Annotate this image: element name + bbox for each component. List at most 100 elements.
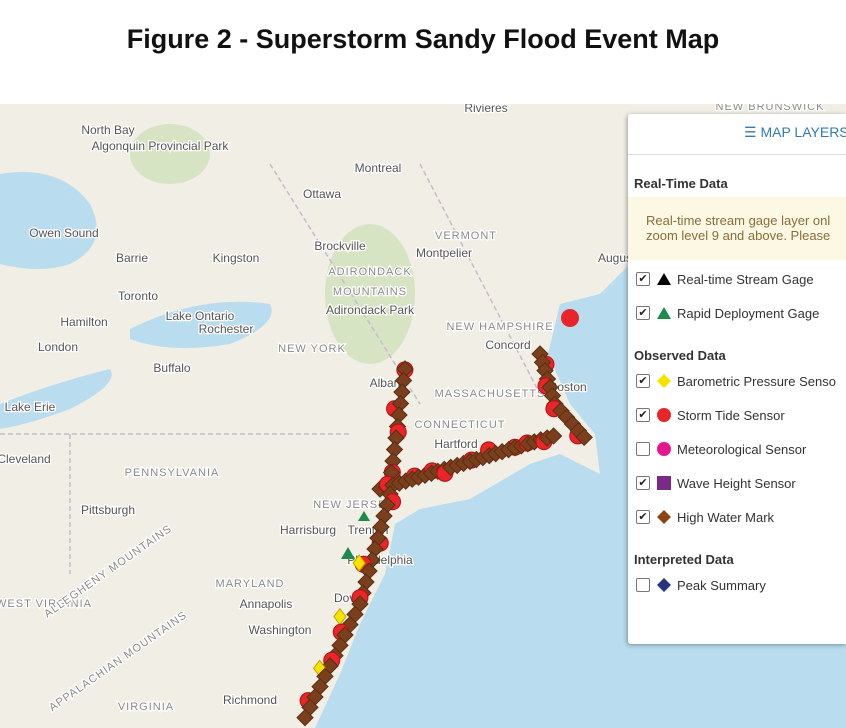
section-title: Interpreted Data — [634, 552, 734, 567]
legend-symbol — [657, 442, 671, 456]
lake-ontario — [130, 301, 272, 348]
place-label: Lake Ontario — [166, 309, 235, 323]
rapid-gage-marker — [341, 547, 355, 559]
layer-checkbox[interactable]: ✔ — [636, 306, 650, 320]
barometric-marker — [352, 554, 366, 572]
place-label: Rivieres — [464, 104, 507, 115]
place-label: Lake Erie — [5, 400, 56, 414]
place-label: PENNSYLVANIA — [125, 467, 220, 479]
place-label: North Bay — [81, 123, 134, 137]
layer-item: ✔ Rapid Deployment Gage — [636, 304, 819, 322]
legend-symbol — [657, 273, 671, 285]
legend-icon — [657, 578, 671, 592]
lake-huron — [0, 172, 97, 269]
place-label: Adirondack Park — [326, 303, 415, 317]
legend-icon — [657, 273, 671, 285]
legend-symbol — [657, 476, 671, 490]
divider — [628, 154, 846, 155]
layer-checkbox[interactable]: ✔ — [636, 476, 650, 490]
place-label: MASSACHUSETTS — [435, 388, 546, 400]
lake-erie — [0, 369, 112, 429]
algonquin-park — [130, 124, 210, 184]
rapid-gage-marker — [358, 511, 370, 521]
place-label: MARYLAND — [216, 578, 285, 590]
layer-checkbox[interactable]: ✔ — [636, 272, 650, 286]
layer-label: Rapid Deployment Gage — [677, 305, 820, 321]
panel-header[interactable]: ☰ MAP LAYERS — [744, 124, 846, 141]
place-label: Buffalo — [153, 361, 190, 375]
notice-line: Real-time stream gage layer onl — [646, 213, 831, 228]
layer-label: Peak Summary — [677, 577, 766, 593]
legend-symbol — [657, 408, 671, 422]
sensor-markers — [296, 309, 593, 727]
panel-title: MAP LAYERS — [760, 124, 846, 140]
place-label: Richmond — [223, 693, 277, 707]
place-label: Hamilton — [60, 315, 107, 329]
layers-panel: ☰ MAP LAYERS Real-Time Data Real-time str… — [628, 114, 846, 644]
layer-item: ✔ Wave Height Sensor — [636, 474, 796, 492]
legend-icon — [657, 374, 671, 388]
place-label: Kingston — [213, 251, 260, 265]
high-water-marker — [544, 427, 563, 445]
legend-symbol — [657, 510, 671, 524]
layer-item: Meteorological Sensor — [636, 440, 806, 458]
section-title: Real-Time Data — [634, 176, 728, 191]
place-label: London — [38, 340, 78, 354]
layer-checkbox[interactable]: ✔ — [636, 374, 650, 388]
figure-title: Figure 2 - Superstorm Sandy Flood Event … — [126, 24, 720, 54]
place-label: Hartford — [434, 437, 477, 451]
place-label: Boston — [549, 380, 586, 394]
layer-label: Real-time Stream Gage — [677, 271, 814, 287]
place-label: Ottawa — [303, 187, 341, 201]
legend-symbol — [657, 307, 671, 319]
storm-tide-marker — [561, 309, 579, 327]
place-label: NEW YORK — [278, 343, 346, 355]
layer-item: Peak Summary — [636, 576, 766, 594]
notice-line: zoom level 9 and above. Please — [646, 228, 831, 243]
place-label: Concord — [485, 338, 530, 352]
place-label: Brockville — [314, 239, 366, 253]
place-label: Barrie — [116, 251, 148, 265]
place-label: Montreal — [355, 161, 402, 175]
layer-label: High Water Mark — [677, 509, 775, 525]
layer-checkbox[interactable] — [636, 442, 650, 456]
place-label: Harrisburg — [280, 523, 336, 537]
section-title: Observed Data — [634, 348, 726, 363]
legend-symbol — [657, 374, 671, 388]
place-label: Toronto — [118, 289, 158, 303]
place-label: VERMONT — [435, 230, 497, 242]
layer-label: Meteorological Sensor — [677, 441, 807, 457]
layer-item: ✔ Real-time Stream Gage — [636, 270, 814, 288]
place-label: Cleveland — [0, 452, 51, 466]
place-label: NEW JERSEY — [313, 499, 395, 511]
legend-icon — [657, 476, 671, 490]
place-label: Annapolis — [240, 597, 293, 611]
legend-icon — [657, 408, 671, 422]
layer-label: Storm Tide Sensor — [677, 407, 785, 423]
place-label: Montpelier — [416, 246, 472, 260]
barometric-marker — [333, 607, 347, 626]
layer-checkbox[interactable]: ✔ — [636, 510, 650, 524]
place-label: Pittsburgh — [81, 503, 135, 517]
high-water-marker — [296, 708, 314, 727]
legend-icon — [657, 510, 671, 524]
layer-checkbox[interactable]: ✔ — [636, 408, 650, 422]
place-label: WEST VIRGINIA — [0, 598, 92, 610]
adirondack-park — [325, 224, 415, 364]
notice: Real-time stream gage layer onl zoom leve… — [628, 197, 846, 260]
layer-label: Barometric Pressure Senso — [677, 373, 836, 389]
legend-symbol — [657, 578, 671, 592]
place-label: Algonquin Provincial Park — [92, 139, 230, 153]
legend-icon — [657, 442, 671, 456]
place-label: Rochester — [199, 322, 254, 336]
place-label: NEW HAMPSHIRE — [446, 321, 553, 333]
place-label: Washington — [249, 623, 312, 637]
layer-label: Wave Height Sensor — [677, 475, 796, 491]
layer-checkbox[interactable] — [636, 578, 650, 592]
legend-icon — [657, 307, 671, 319]
place-label: MOUNTAINS — [333, 286, 407, 298]
layer-item: ✔ Storm Tide Sensor — [636, 406, 785, 424]
layer-item: ✔ High Water Mark — [636, 508, 774, 526]
layer-item: ✔ Barometric Pressure Senso — [636, 372, 836, 390]
